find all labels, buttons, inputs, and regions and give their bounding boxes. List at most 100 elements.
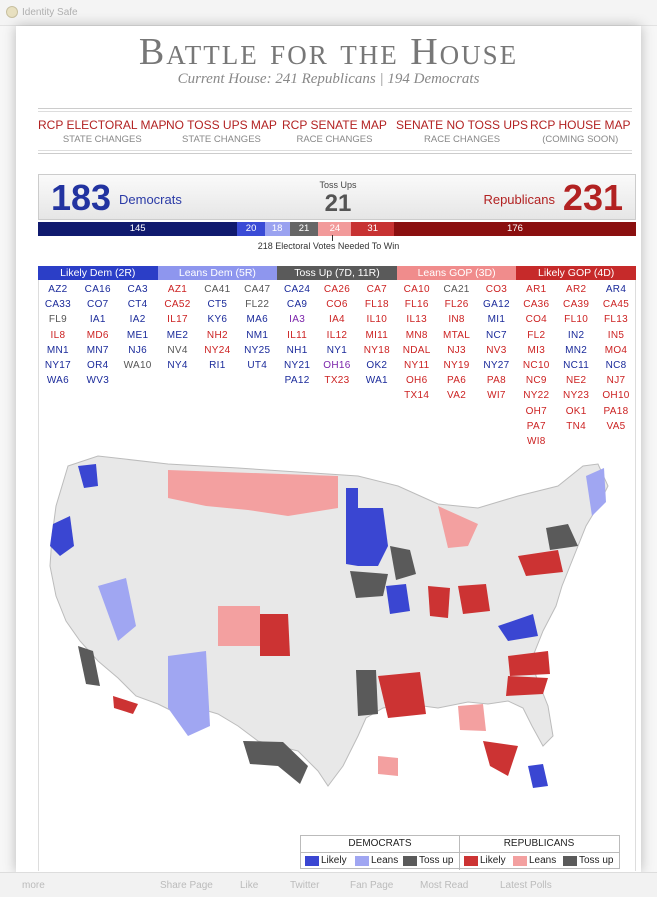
race-link[interactable]: TX23 bbox=[324, 375, 350, 387]
race-link[interactable]: NV3 bbox=[486, 344, 507, 356]
race-link[interactable]: NJ3 bbox=[447, 344, 466, 356]
race-link[interactable]: PA18 bbox=[603, 405, 629, 417]
race-link[interactable]: PA6 bbox=[447, 375, 467, 387]
race-link[interactable]: OR4 bbox=[87, 359, 109, 371]
race-link[interactable]: NM1 bbox=[246, 329, 269, 341]
race-link[interactable]: NY22 bbox=[523, 390, 550, 402]
race-link[interactable]: CO4 bbox=[525, 314, 548, 326]
race-link[interactable]: WA10 bbox=[123, 359, 152, 371]
race-link[interactable]: NY11 bbox=[403, 359, 430, 371]
race-link[interactable]: GA12 bbox=[483, 299, 510, 311]
race-link[interactable]: OH10 bbox=[602, 390, 630, 402]
race-link[interactable]: CA41 bbox=[204, 284, 231, 295]
race-link[interactable]: IN2 bbox=[567, 329, 585, 341]
race-link[interactable]: NC8 bbox=[605, 359, 627, 371]
race-link[interactable]: NJ7 bbox=[606, 375, 626, 387]
race-link[interactable]: PA12 bbox=[284, 375, 310, 387]
share-more[interactable]: more bbox=[22, 880, 45, 891]
race-link[interactable]: WA6 bbox=[46, 375, 70, 387]
race-link[interactable]: CA16 bbox=[84, 284, 111, 295]
race-link[interactable]: PA7 bbox=[526, 420, 546, 432]
race-link[interactable]: MN8 bbox=[405, 329, 428, 341]
race-link[interactable]: AR4 bbox=[605, 284, 627, 295]
race-link[interactable]: TN4 bbox=[566, 420, 587, 432]
race-link[interactable]: CA7 bbox=[366, 284, 387, 295]
race-link[interactable]: MI3 bbox=[527, 344, 546, 356]
race-link[interactable]: IL10 bbox=[366, 314, 388, 326]
race-link[interactable]: CT5 bbox=[207, 299, 228, 311]
race-link[interactable]: MA6 bbox=[246, 314, 268, 326]
race-link[interactable]: IA2 bbox=[129, 314, 146, 326]
race-link[interactable]: NY25 bbox=[244, 344, 271, 356]
race-link[interactable]: CA47 bbox=[244, 284, 271, 295]
race-link[interactable]: MN1 bbox=[46, 344, 69, 356]
race-link[interactable]: IN8 bbox=[448, 314, 465, 326]
race-link[interactable]: NC9 bbox=[525, 375, 547, 387]
race-link[interactable]: CA45 bbox=[602, 299, 630, 311]
race-link[interactable]: FL22 bbox=[245, 299, 270, 311]
share-latest-polls[interactable]: Latest Polls bbox=[500, 880, 552, 891]
us-house-map[interactable] bbox=[38, 446, 623, 831]
race-link[interactable]: MI1 bbox=[487, 314, 506, 326]
race-link[interactable]: NY19 bbox=[443, 359, 470, 371]
race-link[interactable]: CA26 bbox=[323, 284, 351, 295]
race-link[interactable]: CA24 bbox=[284, 284, 311, 295]
race-link[interactable]: NY24 bbox=[204, 344, 231, 356]
race-link[interactable]: MN2 bbox=[565, 344, 588, 356]
race-link[interactable]: WI7 bbox=[487, 390, 506, 402]
race-link[interactable]: FL2 bbox=[527, 329, 546, 341]
race-link[interactable]: NE2 bbox=[565, 375, 587, 387]
race-link[interactable]: FL18 bbox=[364, 299, 389, 311]
race-link[interactable]: NC7 bbox=[485, 329, 507, 341]
race-link[interactable]: CT4 bbox=[127, 299, 148, 311]
race-link[interactable]: NY4 bbox=[167, 359, 188, 371]
race-link[interactable]: IL12 bbox=[326, 329, 348, 341]
race-link[interactable]: NC10 bbox=[522, 359, 550, 371]
race-link[interactable]: CA36 bbox=[523, 299, 550, 311]
race-link[interactable]: NV4 bbox=[167, 344, 188, 356]
share-fan-page[interactable]: Fan Page bbox=[350, 880, 394, 891]
race-link[interactable]: NY23 bbox=[563, 390, 590, 402]
race-link[interactable]: CA10 bbox=[403, 284, 430, 295]
race-link[interactable]: OH16 bbox=[323, 359, 351, 371]
race-link[interactable]: AR1 bbox=[526, 284, 547, 295]
race-link[interactable]: CA3 bbox=[127, 284, 148, 295]
race-link[interactable]: OK1 bbox=[565, 405, 587, 417]
race-link[interactable]: NJ6 bbox=[128, 344, 147, 356]
race-link[interactable]: FL10 bbox=[564, 314, 589, 326]
race-link[interactable]: NY18 bbox=[363, 344, 390, 356]
race-link[interactable]: TX14 bbox=[404, 390, 430, 402]
nav-link-rcp-house-map[interactable]: RCP HOUSE MAP (COMING SOON) bbox=[530, 118, 630, 145]
share-most-read[interactable]: Most Read bbox=[420, 880, 469, 891]
race-link[interactable]: NY21 bbox=[284, 359, 311, 371]
race-link[interactable]: MD6 bbox=[86, 329, 109, 341]
nav-link-rcp-senate-map[interactable]: RCP SENATE MAP RACE CHANGES bbox=[282, 118, 387, 145]
race-link[interactable]: MI11 bbox=[365, 329, 389, 341]
race-link[interactable]: NY1 bbox=[326, 344, 348, 356]
race-link[interactable]: NH2 bbox=[206, 329, 228, 341]
race-link[interactable]: ME1 bbox=[126, 329, 149, 341]
share-like[interactable]: Like bbox=[240, 880, 259, 891]
race-link[interactable]: IN5 bbox=[607, 329, 625, 341]
race-link[interactable]: CA39 bbox=[563, 299, 590, 311]
race-link[interactable]: MN7 bbox=[86, 344, 109, 356]
race-link[interactable]: WA1 bbox=[365, 375, 388, 387]
race-link[interactable]: CO7 bbox=[87, 299, 109, 311]
race-link[interactable]: OH7 bbox=[525, 405, 548, 417]
race-link[interactable]: MTAL bbox=[442, 329, 471, 341]
race-link[interactable]: CA52 bbox=[164, 299, 191, 311]
race-link[interactable]: NY17 bbox=[44, 359, 72, 371]
race-link[interactable]: IA1 bbox=[89, 314, 106, 326]
share-share-page[interactable]: Share Page bbox=[160, 880, 213, 891]
nav-link-senate-no-toss-ups[interactable]: SENATE NO TOSS UPS RACE CHANGES bbox=[396, 118, 528, 145]
race-link[interactable]: OK2 bbox=[366, 359, 388, 371]
race-link[interactable]: AZ1 bbox=[167, 284, 188, 295]
race-link[interactable]: RI1 bbox=[209, 359, 226, 371]
race-link[interactable]: AZ2 bbox=[48, 284, 68, 295]
race-link[interactable]: ME2 bbox=[166, 329, 189, 341]
race-link[interactable]: OH6 bbox=[405, 375, 428, 387]
race-link[interactable]: CO6 bbox=[326, 299, 348, 311]
race-link[interactable]: UT4 bbox=[247, 359, 268, 371]
race-link[interactable]: CO3 bbox=[485, 284, 508, 295]
race-link[interactable]: IA3 bbox=[289, 314, 306, 326]
